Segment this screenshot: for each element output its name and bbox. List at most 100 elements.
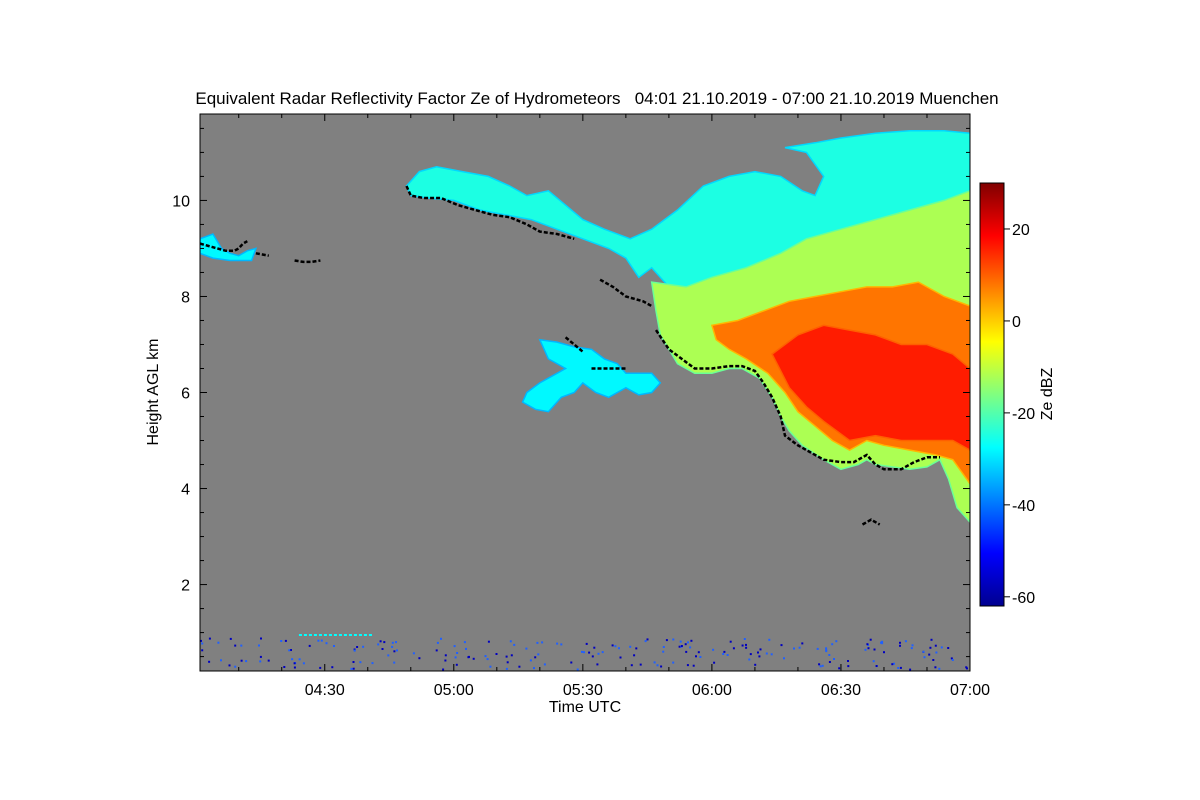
clutter-speck bbox=[396, 649, 398, 652]
clutter-speck bbox=[529, 659, 532, 662]
clutter-speck bbox=[383, 641, 386, 644]
clutter-speck bbox=[712, 648, 715, 651]
colorbar-tick-label: -20 bbox=[1012, 406, 1035, 423]
clutter-speck bbox=[722, 653, 725, 655]
clutter-speck bbox=[819, 665, 822, 668]
echo-region bbox=[405, 130, 970, 322]
clutter-speck bbox=[387, 654, 390, 657]
echo-region bbox=[200, 233, 258, 262]
clutter-speck bbox=[825, 649, 828, 651]
clutter-speck bbox=[695, 655, 697, 658]
x-tick-label: 04:30 bbox=[305, 682, 345, 699]
clutter-speck bbox=[455, 663, 458, 666]
clutter-speck bbox=[880, 641, 882, 644]
clutter-speck bbox=[284, 639, 287, 642]
clutter-speck bbox=[689, 646, 692, 649]
clutter-speck bbox=[581, 650, 583, 653]
clutter-speck bbox=[505, 667, 508, 670]
clutter-speck bbox=[537, 653, 540, 656]
clutter-speck bbox=[518, 665, 521, 668]
clutter-speck bbox=[928, 653, 931, 656]
clutter-speck bbox=[644, 640, 647, 643]
clutter-speck bbox=[881, 642, 884, 645]
clutter-speck bbox=[692, 664, 695, 667]
clutter-speck bbox=[597, 652, 600, 655]
x-tick-label: 06:00 bbox=[692, 682, 732, 699]
clutter-speck bbox=[899, 644, 901, 647]
colorbar-tick-label: 0 bbox=[1012, 314, 1021, 331]
clutter-speck bbox=[780, 644, 783, 647]
clutter-speck bbox=[672, 661, 675, 664]
clutter-speck bbox=[435, 649, 438, 652]
clutter-speck bbox=[245, 660, 248, 663]
clutter-speck bbox=[412, 652, 415, 655]
clutter-speck bbox=[293, 662, 296, 665]
clutter-speck bbox=[831, 643, 834, 646]
clutter-speck bbox=[909, 668, 912, 671]
clutter-speck bbox=[743, 638, 746, 640]
clutter-speck bbox=[229, 637, 232, 640]
clutter-speck bbox=[454, 656, 457, 659]
clutter-speck bbox=[234, 665, 237, 668]
y-tick-label: 4 bbox=[181, 482, 190, 499]
echo-region bbox=[771, 324, 970, 451]
clutter-speck bbox=[353, 649, 356, 652]
clutter-speck bbox=[484, 655, 487, 658]
clutter-speck bbox=[678, 645, 681, 648]
clutter-speck bbox=[745, 646, 748, 649]
clutter-speck bbox=[697, 651, 700, 654]
clutter-speck bbox=[835, 640, 838, 643]
clutter-speck bbox=[723, 650, 726, 653]
clutter-speck bbox=[308, 644, 311, 647]
clutter-speck bbox=[393, 661, 396, 664]
clutter-speck bbox=[377, 643, 380, 646]
clutter-speck bbox=[585, 642, 588, 645]
clutter-speck bbox=[930, 638, 933, 641]
clutter-speck bbox=[758, 655, 761, 658]
clutter-speck bbox=[633, 654, 636, 657]
cloud-base-line bbox=[564, 336, 584, 353]
x-tick-label: 05:30 bbox=[563, 682, 603, 699]
clutter-speck bbox=[732, 647, 735, 650]
clutter-speck bbox=[536, 641, 539, 644]
clutter-speck bbox=[966, 667, 968, 670]
clutter-speck bbox=[653, 661, 656, 664]
clutter-speck bbox=[456, 652, 459, 654]
clutter-speck bbox=[847, 660, 849, 662]
x-axis: 04:30 05:00 05:30 06:00 06:30 07:00 bbox=[238, 114, 990, 699]
clutter-speck bbox=[570, 661, 573, 664]
clutter-speck bbox=[639, 663, 642, 666]
clutter-speck bbox=[541, 641, 544, 644]
clutter-speck bbox=[302, 662, 305, 665]
clutter-speck bbox=[662, 646, 665, 648]
clutter-speck bbox=[208, 637, 211, 640]
clutter-speck bbox=[950, 657, 953, 660]
clutter-speck bbox=[929, 646, 932, 649]
colorbar-tick-label: 20 bbox=[1012, 222, 1030, 239]
clutter-speck bbox=[290, 649, 292, 651]
clutter-speck bbox=[495, 653, 498, 655]
clutter-speck bbox=[593, 646, 596, 649]
clutter-speck bbox=[591, 655, 594, 658]
clutter-speck bbox=[748, 658, 751, 661]
clutter-speck bbox=[352, 667, 355, 670]
clutter-speck bbox=[362, 645, 365, 648]
clutter-speck bbox=[391, 641, 394, 644]
clutter-speck bbox=[440, 637, 442, 640]
clutter-speck bbox=[240, 644, 243, 647]
cloud-base-line bbox=[861, 518, 881, 526]
clutter-speck bbox=[922, 650, 925, 653]
clutter-speck bbox=[333, 645, 335, 647]
clutter-speck bbox=[217, 641, 220, 644]
clutter-speck bbox=[838, 667, 841, 670]
clutter-speck bbox=[556, 642, 559, 645]
clutter-speck bbox=[833, 658, 835, 660]
clutter-speck bbox=[883, 651, 885, 654]
clutter-speck bbox=[726, 654, 729, 656]
cloud-base-line bbox=[599, 278, 653, 308]
clutter-speck bbox=[866, 643, 869, 646]
clutter-speck bbox=[465, 647, 467, 650]
clutter-speck bbox=[320, 639, 323, 642]
clutter-speck bbox=[505, 655, 508, 658]
